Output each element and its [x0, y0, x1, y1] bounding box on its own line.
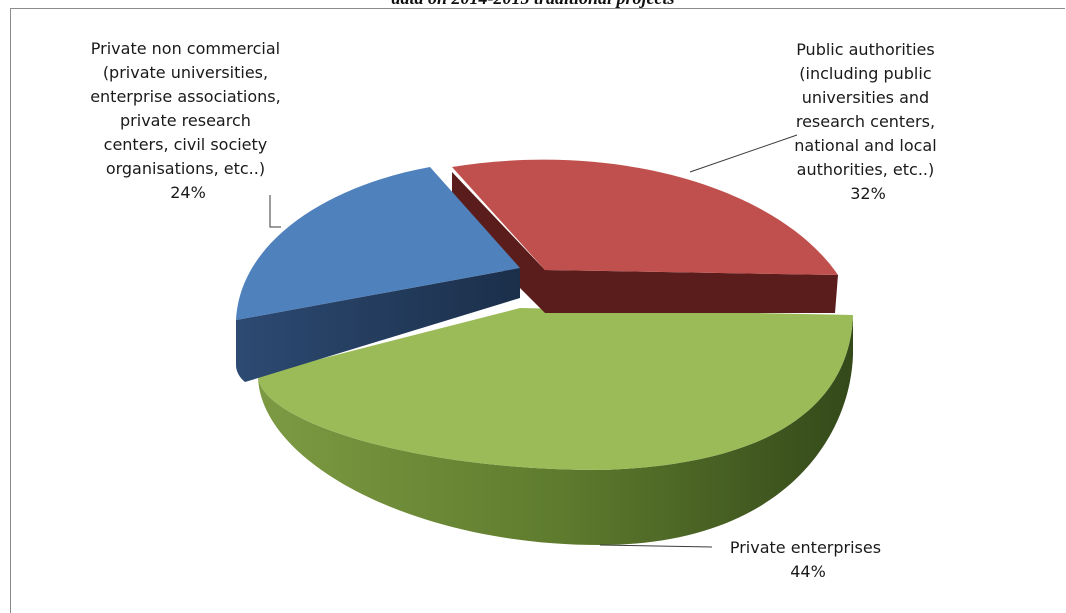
slice-public-authorities-top: [452, 159, 838, 275]
label-private-enterprises: Private enterprises 44%: [730, 538, 886, 581]
leader-line-private-enterprises: [599, 544, 713, 548]
leader-line-public-authorities: [689, 134, 798, 173]
label-public-authorities: Public authorities (including public uni…: [794, 40, 942, 203]
slice-private-enterprises: [258, 308, 853, 545]
leader-line-private-non-commercial: [269, 195, 281, 228]
label-private-non-commercial: Private non commercial (private universi…: [90, 39, 286, 202]
slice-public-authorities-side: [452, 172, 838, 313]
slice-private-enterprises-top: [258, 308, 853, 470]
slice-private-non-commercial: [236, 167, 520, 382]
chart-frame: [10, 8, 1065, 613]
slice-public-authorities: [452, 159, 838, 313]
slice-private-non-commercial-top: [236, 167, 520, 320]
slice-private-non-commercial-side: [236, 268, 520, 382]
chart-caption: data on 2014-2015 traditional projects: [0, 0, 1066, 9]
slice-private-enterprises-side: [258, 315, 853, 545]
